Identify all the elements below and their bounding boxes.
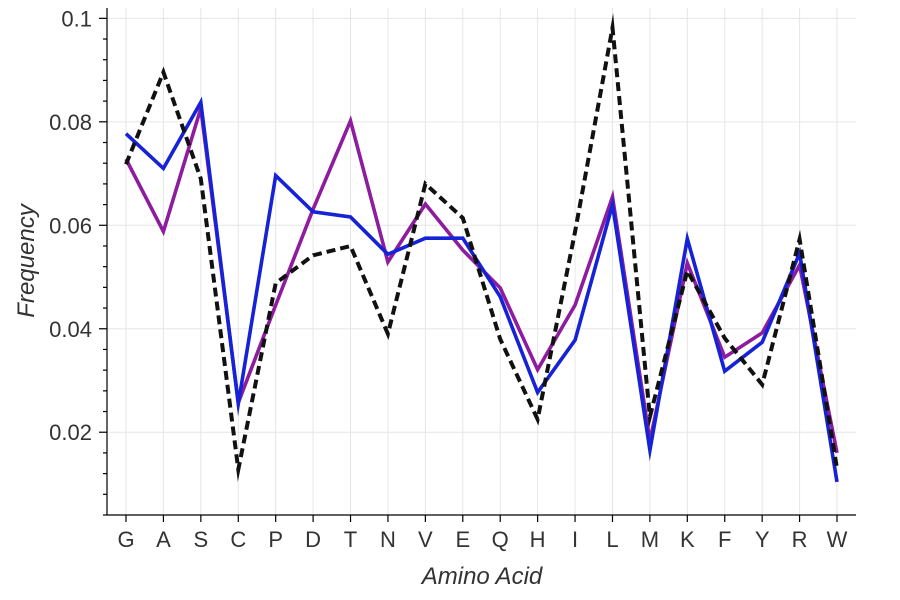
series-lines bbox=[124, 13, 839, 483]
y-axis-label: Frequency bbox=[13, 202, 40, 317]
x-tick-label: L bbox=[606, 527, 618, 552]
x-axis-label: Amino Acid bbox=[420, 563, 543, 590]
y-tick-label: 0.04 bbox=[49, 317, 92, 342]
x-tick-label: V bbox=[418, 527, 433, 552]
x-tick-label: P bbox=[268, 527, 283, 552]
axes bbox=[106, 8, 856, 516]
x-tick-label: T bbox=[344, 527, 357, 552]
x-tick-label: A bbox=[156, 527, 171, 552]
x-tick-label: C bbox=[230, 527, 246, 552]
x-tick-label: N bbox=[380, 527, 396, 552]
x-tick-label: I bbox=[572, 527, 578, 552]
x-tick-label: S bbox=[193, 527, 208, 552]
x-tick-label: G bbox=[117, 527, 134, 552]
x-tick-label: E bbox=[455, 527, 470, 552]
x-tick-label: W bbox=[827, 527, 848, 552]
x-tick-label: M bbox=[641, 527, 659, 552]
y-tick-label: 0.02 bbox=[49, 420, 92, 445]
y-tick-label: 0.08 bbox=[49, 110, 92, 135]
y-tick-label: 0.06 bbox=[49, 213, 92, 238]
grid bbox=[107, 8, 856, 515]
x-tick-label: H bbox=[530, 527, 546, 552]
x-tick-label: K bbox=[680, 527, 695, 552]
x-tick-label: Q bbox=[492, 527, 509, 552]
x-tick-label: R bbox=[792, 527, 808, 552]
x-tick-label: D bbox=[305, 527, 321, 552]
ticks: G A S C P D T N V E Q H I L M K F Y R W 0.02 0.04 0.06 0.08 0.1 bbox=[49, 6, 847, 552]
series-line-2 bbox=[124, 96, 839, 483]
series-line-3 bbox=[124, 13, 839, 482]
x-tick-label: F bbox=[718, 527, 731, 552]
x-tick-label: Y bbox=[755, 527, 770, 552]
y-tick-label: 0.1 bbox=[61, 6, 92, 31]
series-line-1 bbox=[124, 99, 839, 454]
